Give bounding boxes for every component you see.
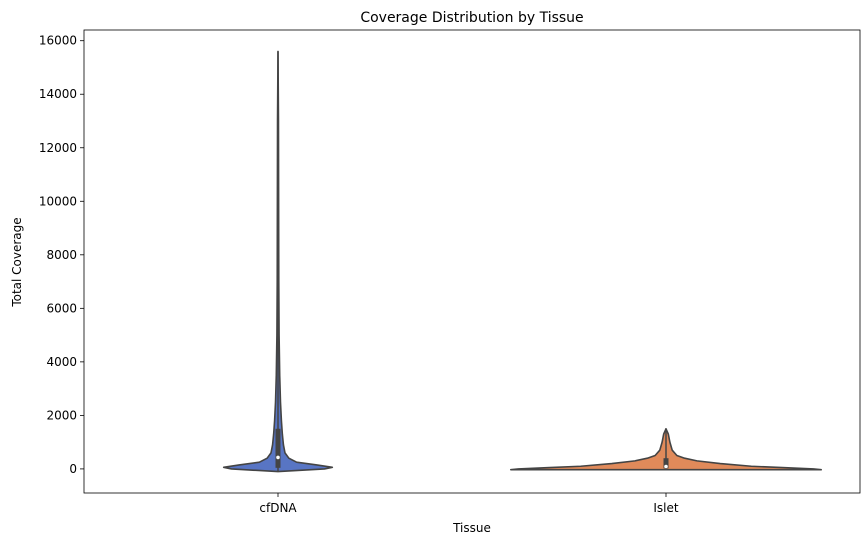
- y-axis: 0 2000 4000 6000 8000 10000 12000 14000 16000: [39, 34, 84, 476]
- plot-area: [222, 50, 822, 473]
- violin-iqr-box: [275, 428, 281, 468]
- y-tick-label: 6000: [46, 301, 77, 315]
- plot-frame: [83, 29, 861, 494]
- violin-cfdna: [222, 50, 334, 473]
- violin-median-dot: [664, 464, 668, 469]
- x-tick-label: Islet: [653, 501, 679, 515]
- y-tick-label: 14000: [39, 87, 77, 101]
- violin-islet: [510, 427, 822, 471]
- y-tick-label: 16000: [39, 34, 77, 48]
- chart-title: Coverage Distribution by Tissue: [360, 10, 583, 26]
- y-tick-label: 4000: [46, 355, 77, 369]
- y-tick-label: 8000: [46, 248, 77, 262]
- x-tick-label: cfDNA: [259, 501, 297, 515]
- x-axis: cfDNA Islet: [259, 493, 679, 515]
- y-tick-label: 2000: [46, 408, 77, 422]
- y-axis-label: Total Coverage: [10, 217, 24, 307]
- y-tick-label: 0: [69, 462, 77, 476]
- y-tick-label: 12000: [39, 141, 77, 155]
- violin-median-dot: [276, 455, 280, 460]
- y-tick-label: 10000: [39, 194, 77, 208]
- x-axis-label: Tissue: [452, 521, 491, 535]
- violin-iqr-box: [663, 458, 669, 469]
